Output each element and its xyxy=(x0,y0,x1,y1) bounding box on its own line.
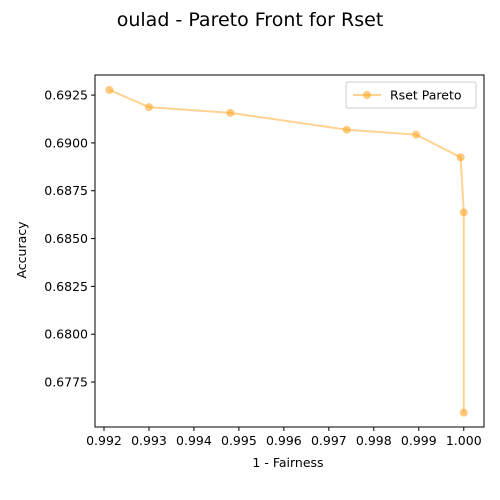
data-point xyxy=(342,125,351,134)
legend-frame xyxy=(345,81,477,109)
data-point xyxy=(226,108,235,117)
data-point xyxy=(456,153,465,162)
y-tick-label: 0.6775 xyxy=(44,375,88,390)
x-tick-label: 0.995 xyxy=(221,433,257,448)
data-point xyxy=(105,85,114,94)
x-tick-label: 0.997 xyxy=(311,433,347,448)
x-tick-label: 1.000 xyxy=(446,433,482,448)
plot-area xyxy=(94,74,485,428)
series-line xyxy=(108,89,465,413)
x-tick-label: 0.998 xyxy=(356,433,392,448)
x-tick-label: 0.992 xyxy=(86,433,122,448)
chart-title: oulad - Pareto Front for Rset xyxy=(117,9,384,31)
y-tick-label: 0.6825 xyxy=(44,279,88,294)
y-axis-ticks: 0.6775 0.6800 0.6825 0.6850 0.6875 0.6900 0.69… xyxy=(44,88,95,390)
y-tick-label: 0.6850 xyxy=(44,231,88,246)
x-axis-ticks: 0.992 0.993 0.994 0.995 0.996 0.997 0.998 0.999… xyxy=(86,427,482,448)
legend: Rset Pareto xyxy=(345,81,477,109)
x-tick-label: 0.999 xyxy=(401,433,437,448)
y-tick-label: 0.6875 xyxy=(44,183,88,198)
legend-marker-swatch xyxy=(363,91,371,99)
series-layer xyxy=(105,85,468,417)
x-axis-label: 1 - Fairness xyxy=(252,455,323,470)
y-tick-label: 0.6925 xyxy=(44,88,88,103)
legend-label: Rset Pareto xyxy=(390,88,462,103)
data-point xyxy=(412,130,421,139)
y-axis-label: Accuracy xyxy=(14,221,29,279)
x-tick-label: 0.996 xyxy=(266,433,302,448)
y-tick-label: 0.6900 xyxy=(44,135,88,150)
data-point xyxy=(144,103,153,112)
data-point xyxy=(459,408,468,417)
plot-frame xyxy=(94,74,485,428)
x-tick-label: 0.993 xyxy=(131,433,167,448)
x-tick-label: 0.994 xyxy=(176,433,212,448)
data-point xyxy=(459,208,468,217)
y-tick-label: 0.6800 xyxy=(44,327,88,342)
